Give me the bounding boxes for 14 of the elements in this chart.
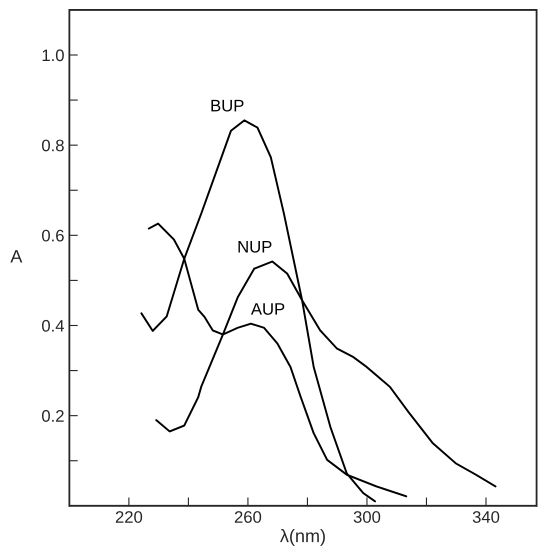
x-axis-title: λ(nm) <box>280 528 325 546</box>
series-label: AUP <box>250 303 284 315</box>
y-tick-label: 0.6 <box>42 230 64 242</box>
y-axis-title: A <box>10 250 22 263</box>
y-tick-label: 0.8 <box>42 140 64 152</box>
y-tick-label: 0.4 <box>42 320 64 332</box>
y-tick-label: 0.2 <box>42 410 64 422</box>
y-tick-label: 1.0 <box>42 49 64 62</box>
x-tick-label: 220 <box>116 511 142 523</box>
series-label: NUP <box>238 240 272 253</box>
x-tick-label: 300 <box>354 511 380 523</box>
x-tick-label: 340 <box>472 511 500 523</box>
series-label: BUP <box>211 100 244 112</box>
x-tick-label: 260 <box>234 511 262 523</box>
